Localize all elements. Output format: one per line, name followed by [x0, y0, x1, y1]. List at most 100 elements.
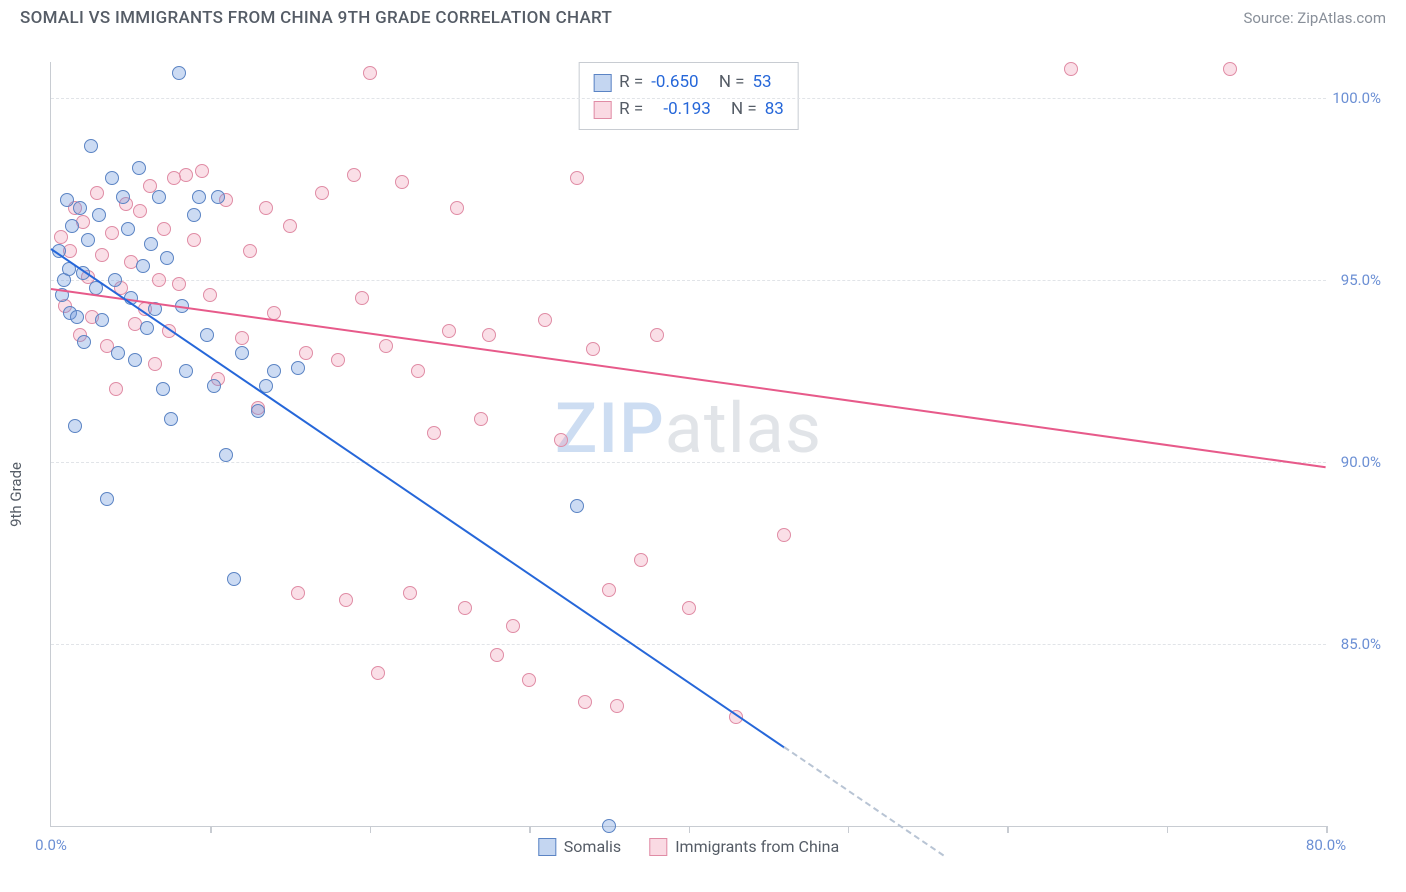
- data-point: [291, 361, 305, 375]
- data-point: [570, 171, 584, 185]
- swatch-blue-icon: [593, 74, 611, 92]
- data-point: [195, 164, 209, 178]
- data-point: [634, 553, 648, 567]
- data-point: [70, 310, 84, 324]
- data-point: [458, 601, 472, 615]
- data-point: [259, 201, 273, 215]
- data-point: [283, 219, 297, 233]
- swatch-blue-icon: [538, 838, 556, 856]
- n-label: N =: [731, 96, 757, 123]
- data-point: [164, 412, 178, 426]
- data-point: [211, 190, 225, 204]
- data-point: [403, 586, 417, 600]
- data-point: [187, 233, 201, 247]
- r-value-china: -0.193: [663, 96, 710, 123]
- data-point: [219, 448, 233, 462]
- data-point: [109, 382, 123, 396]
- data-point: [200, 328, 214, 342]
- series-legend: Somalis Immigrants from China: [538, 837, 839, 856]
- r-label: R =: [619, 69, 643, 96]
- gridline: [51, 98, 1326, 99]
- data-point: [578, 695, 592, 709]
- data-point: [108, 273, 122, 287]
- source-attribution: Source: ZipAtlas.com: [1243, 9, 1386, 27]
- x-tick: [848, 826, 850, 833]
- data-point: [299, 346, 313, 360]
- data-point: [111, 346, 125, 360]
- gridline: [51, 280, 1326, 281]
- data-point: [152, 273, 166, 287]
- data-point: [105, 226, 119, 240]
- y-tick-label: 95.0%: [1341, 271, 1381, 289]
- data-point: [73, 201, 87, 215]
- legend-label-china: Immigrants from China: [675, 837, 839, 856]
- data-point: [187, 208, 201, 222]
- legend-row-somalis: R = -0.650 N = 53: [593, 69, 784, 96]
- y-tick-label: 90.0%: [1341, 453, 1381, 471]
- r-label: R =: [619, 96, 643, 123]
- data-point: [172, 277, 186, 291]
- data-point: [156, 382, 170, 396]
- x-tick-label: 80.0%: [1306, 836, 1346, 854]
- data-point: [506, 619, 520, 633]
- data-point: [132, 161, 146, 175]
- x-tick: [210, 826, 212, 833]
- data-point: [144, 237, 158, 251]
- data-point: [235, 346, 249, 360]
- data-point: [179, 364, 193, 378]
- x-tick: [1007, 826, 1009, 833]
- data-point: [133, 204, 147, 218]
- legend-item-china: Immigrants from China: [649, 837, 839, 856]
- data-point: [379, 339, 393, 353]
- data-point: [570, 499, 584, 513]
- watermark-atlas: atlas: [665, 388, 822, 470]
- data-point: [538, 313, 552, 327]
- legend-label-somalis: Somalis: [564, 837, 621, 856]
- data-point: [179, 168, 193, 182]
- plot-area: ZIPatlas R = -0.650 N = 53 R = -0.193 N …: [50, 62, 1326, 827]
- r-value-somalis: -0.650: [651, 69, 698, 96]
- data-point: [54, 230, 68, 244]
- data-point: [121, 222, 135, 236]
- data-point: [95, 248, 109, 262]
- y-axis-label: 9th Grade: [7, 462, 25, 527]
- watermark-zip: ZIP: [555, 388, 665, 470]
- data-point: [81, 233, 95, 247]
- data-point: [116, 190, 130, 204]
- legend-row-china: R = -0.193 N = 83: [593, 96, 784, 123]
- data-point: [95, 313, 109, 327]
- x-tick: [370, 826, 372, 833]
- data-point: [315, 186, 329, 200]
- data-point: [148, 357, 162, 371]
- data-point: [490, 648, 504, 662]
- data-point: [586, 342, 600, 356]
- data-point: [92, 208, 106, 222]
- data-point: [602, 583, 616, 597]
- data-point: [68, 419, 82, 433]
- data-point: [136, 259, 150, 273]
- correlation-legend: R = -0.650 N = 53 R = -0.193 N = 83: [578, 62, 799, 130]
- data-point: [450, 201, 464, 215]
- data-point: [157, 222, 171, 236]
- data-point: [192, 190, 206, 204]
- data-point: [1064, 62, 1078, 76]
- data-point: [355, 291, 369, 305]
- data-point: [371, 666, 385, 680]
- data-point: [65, 219, 79, 233]
- n-value-somalis: 53: [753, 69, 772, 96]
- data-point: [482, 328, 496, 342]
- chart-title: SOMALI VS IMMIGRANTS FROM CHINA 9TH GRAD…: [20, 8, 612, 28]
- data-point: [160, 251, 174, 265]
- x-tick: [529, 826, 531, 833]
- data-point: [339, 593, 353, 607]
- data-point: [363, 66, 377, 80]
- data-point: [227, 572, 241, 586]
- data-point: [602, 819, 616, 833]
- data-point: [610, 699, 624, 713]
- chart-container: 9th Grade ZIPatlas R = -0.650 N = 53 R =…: [20, 42, 1386, 882]
- data-point: [152, 190, 166, 204]
- data-point: [411, 364, 425, 378]
- trend-line: [50, 248, 784, 748]
- swatch-pink-icon: [649, 838, 667, 856]
- legend-item-somalis: Somalis: [538, 837, 621, 856]
